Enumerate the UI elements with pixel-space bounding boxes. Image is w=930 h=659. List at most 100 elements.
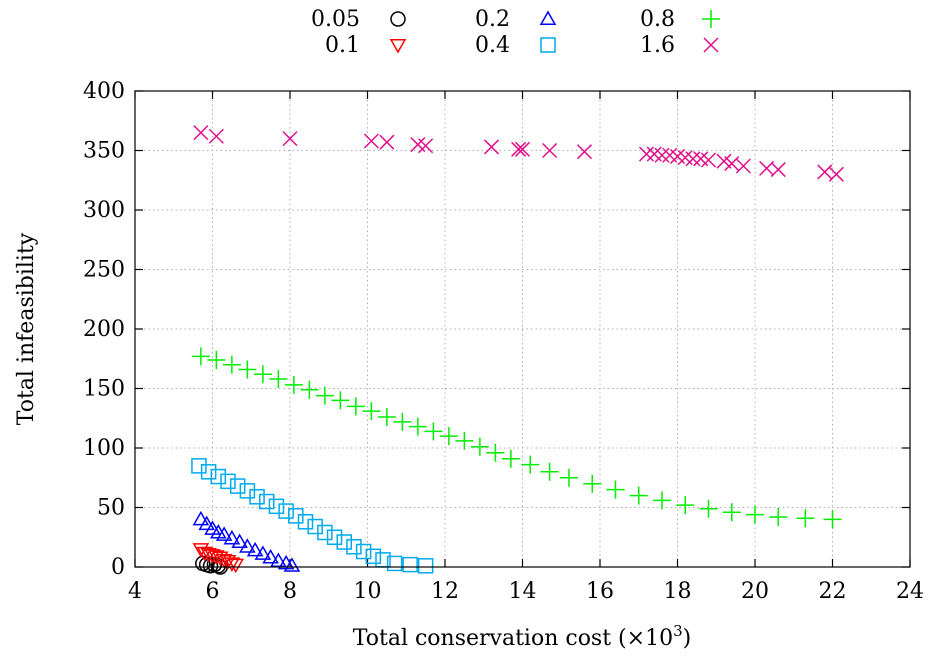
data-point	[223, 529, 241, 545]
legend-entry: 0.1	[325, 33, 407, 58]
data-point	[215, 526, 233, 541]
legend: 0.050.1 0.20.4 0.81.6	[311, 7, 720, 58]
y-tick-label: 150	[83, 377, 125, 402]
legend-entry: 1.6	[640, 33, 719, 58]
legend-marker	[539, 10, 557, 25]
data-point	[268, 498, 285, 515]
legend-entry: 0.4	[475, 33, 556, 58]
data-point	[424, 422, 443, 441]
legend-entry: 0.2	[475, 7, 557, 32]
data-point	[685, 151, 701, 167]
data-point	[239, 538, 256, 553]
data-point	[700, 152, 717, 168]
x-tick-label: 10	[354, 579, 382, 604]
data-point	[227, 558, 245, 574]
legend-label: 0.05	[311, 7, 360, 32]
data-point	[282, 131, 298, 147]
data-point	[215, 553, 233, 569]
data-point	[208, 550, 225, 565]
data-point	[501, 449, 520, 468]
series-0.8	[191, 347, 842, 529]
data-point	[283, 557, 301, 572]
x-tick-label: 12	[431, 579, 459, 604]
data-point	[297, 514, 314, 530]
x-tick-label: 8	[283, 579, 297, 604]
data-point	[223, 557, 241, 572]
data-point	[363, 133, 379, 149]
plot-frame	[134, 90, 911, 568]
data-point	[331, 391, 350, 410]
x-axis-label: Total conservation cost (×103)	[353, 622, 691, 651]
data-point	[210, 468, 227, 485]
data-point	[254, 545, 272, 560]
data-point	[408, 417, 427, 436]
x-tick-label: 24	[896, 579, 924, 604]
data-point	[229, 478, 246, 494]
data-point	[355, 543, 372, 560]
data-points	[191, 125, 844, 575]
legend-entry: 0.8	[640, 7, 720, 32]
data-point	[418, 138, 434, 154]
data-point	[393, 412, 412, 431]
y-tick-label: 400	[83, 79, 125, 104]
grid-lines	[135, 91, 910, 567]
data-point	[521, 455, 540, 474]
y-tick-label: 350	[83, 139, 125, 164]
data-point	[191, 347, 210, 366]
y-tick-label: 250	[83, 258, 125, 283]
data-point	[638, 146, 655, 162]
data-point	[193, 125, 209, 141]
data-point	[439, 427, 458, 446]
data-point	[207, 350, 226, 369]
data-point	[315, 386, 334, 405]
data-point	[483, 139, 500, 155]
data-point	[222, 355, 241, 374]
legend-label: 0.4	[475, 33, 510, 58]
data-point	[365, 548, 382, 565]
data-point	[759, 160, 775, 176]
legend-marker	[702, 10, 720, 28]
data-point	[560, 468, 578, 487]
y-tick-label: 200	[83, 317, 125, 342]
data-point	[346, 539, 362, 555]
series-0.4	[191, 458, 434, 574]
x-tick-label: 4	[128, 579, 142, 604]
data-point	[192, 510, 210, 526]
legend-marker	[703, 37, 719, 53]
data-point	[238, 360, 257, 379]
data-point	[722, 503, 741, 522]
data-point	[817, 164, 833, 180]
data-point	[307, 518, 323, 535]
legend-marker	[389, 39, 407, 54]
data-point	[336, 534, 352, 550]
series-1.6	[193, 125, 844, 182]
legend-entry: 0.05	[311, 7, 406, 32]
data-point	[288, 508, 304, 524]
data-point	[270, 552, 287, 568]
data-point	[259, 493, 275, 510]
data-point	[262, 548, 279, 564]
data-point	[629, 486, 648, 505]
data-point	[300, 380, 319, 399]
axis-ticks: 4 6 8 10 12 14 16 18 20 22 24 0 50 100 150 200 250 300 350…	[83, 79, 924, 604]
data-point	[220, 473, 236, 490]
legend-label: 0.1	[325, 33, 360, 58]
legend-marker	[540, 37, 556, 53]
data-point	[514, 141, 531, 157]
legend-marker	[390, 11, 406, 27]
data-point	[278, 503, 294, 519]
y-axis-label: Total infeasibility	[14, 232, 39, 425]
x-axis-label-close: )	[683, 626, 692, 651]
data-point	[379, 134, 395, 150]
data-point	[417, 558, 434, 574]
data-point	[511, 141, 527, 157]
data-point	[346, 397, 365, 416]
data-point	[198, 515, 215, 531]
x-tick-label: 16	[586, 579, 614, 604]
data-point	[676, 496, 695, 515]
data-point	[576, 144, 593, 160]
y-tick-label: 100	[83, 436, 125, 461]
data-point	[239, 483, 256, 499]
x-tick-label: 18	[664, 579, 692, 604]
